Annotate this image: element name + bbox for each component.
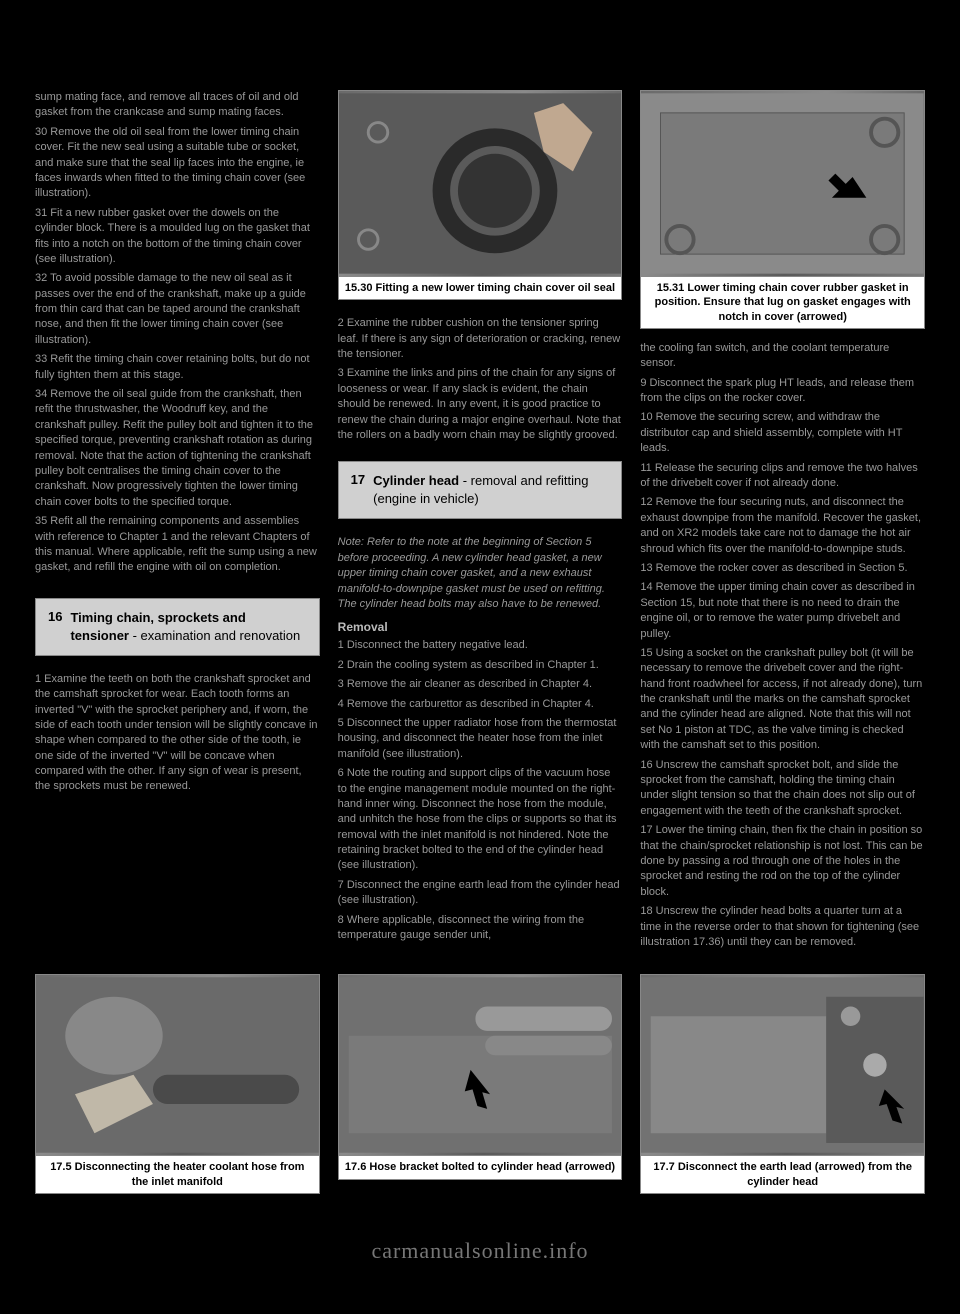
removal-subhead: Removal [338,620,623,634]
section-16-header: 16 Timing chain, sprockets and tensioner… [35,598,320,656]
figure-15-31-caption: 15.31 Lower timing chain cover rubber ga… [641,276,924,328]
figure-17-7-caption: 17.7 Disconnect the earth lead (arrowed)… [641,1155,924,1193]
section-17-note: Note: Refer to the note at the beginning… [338,535,623,612]
figure-17-5: 17.5 Disconnecting the heater coolant ho… [35,974,320,1194]
figure-17-5-image [36,975,319,1155]
figure-15-31-image [641,91,924,276]
col2-body-top: 2 Examine the rubber cushion on the tens… [338,316,623,447]
section-16-body: 1 Examine the teeth on both the cranksha… [35,672,320,799]
figure-15-30-caption: 15.30 Fitting a new lower timing chain c… [339,276,622,299]
col3-body: the cooling fan switch, and the coolant … [640,341,925,954]
figure-15-31: 15.31 Lower timing chain cover rubber ga… [640,90,925,329]
section-17-header: 17 Cylinder head - removal and refitting… [338,461,623,519]
col1-body: sump mating face, and remove all traces … [35,90,320,580]
figure-17-6: 17.6 Hose bracket bolted to cylinder hea… [338,974,623,1179]
figure-17-7-image [641,975,924,1155]
section-17-body: 1 Disconnect the battery negative lead. … [338,638,623,947]
figure-15-30: 15.30 Fitting a new lower timing chain c… [338,90,623,300]
figure-17-7: 17.7 Disconnect the earth lead (arrowed)… [640,974,925,1194]
watermark: carmanualsonline.info [35,1238,925,1284]
figure-17-6-caption: 17.6 Hose bracket bolted to cylinder hea… [339,1155,622,1178]
figure-17-5-caption: 17.5 Disconnecting the heater coolant ho… [36,1155,319,1193]
figure-17-6-image [339,975,622,1155]
figure-15-30-image [339,91,622,276]
